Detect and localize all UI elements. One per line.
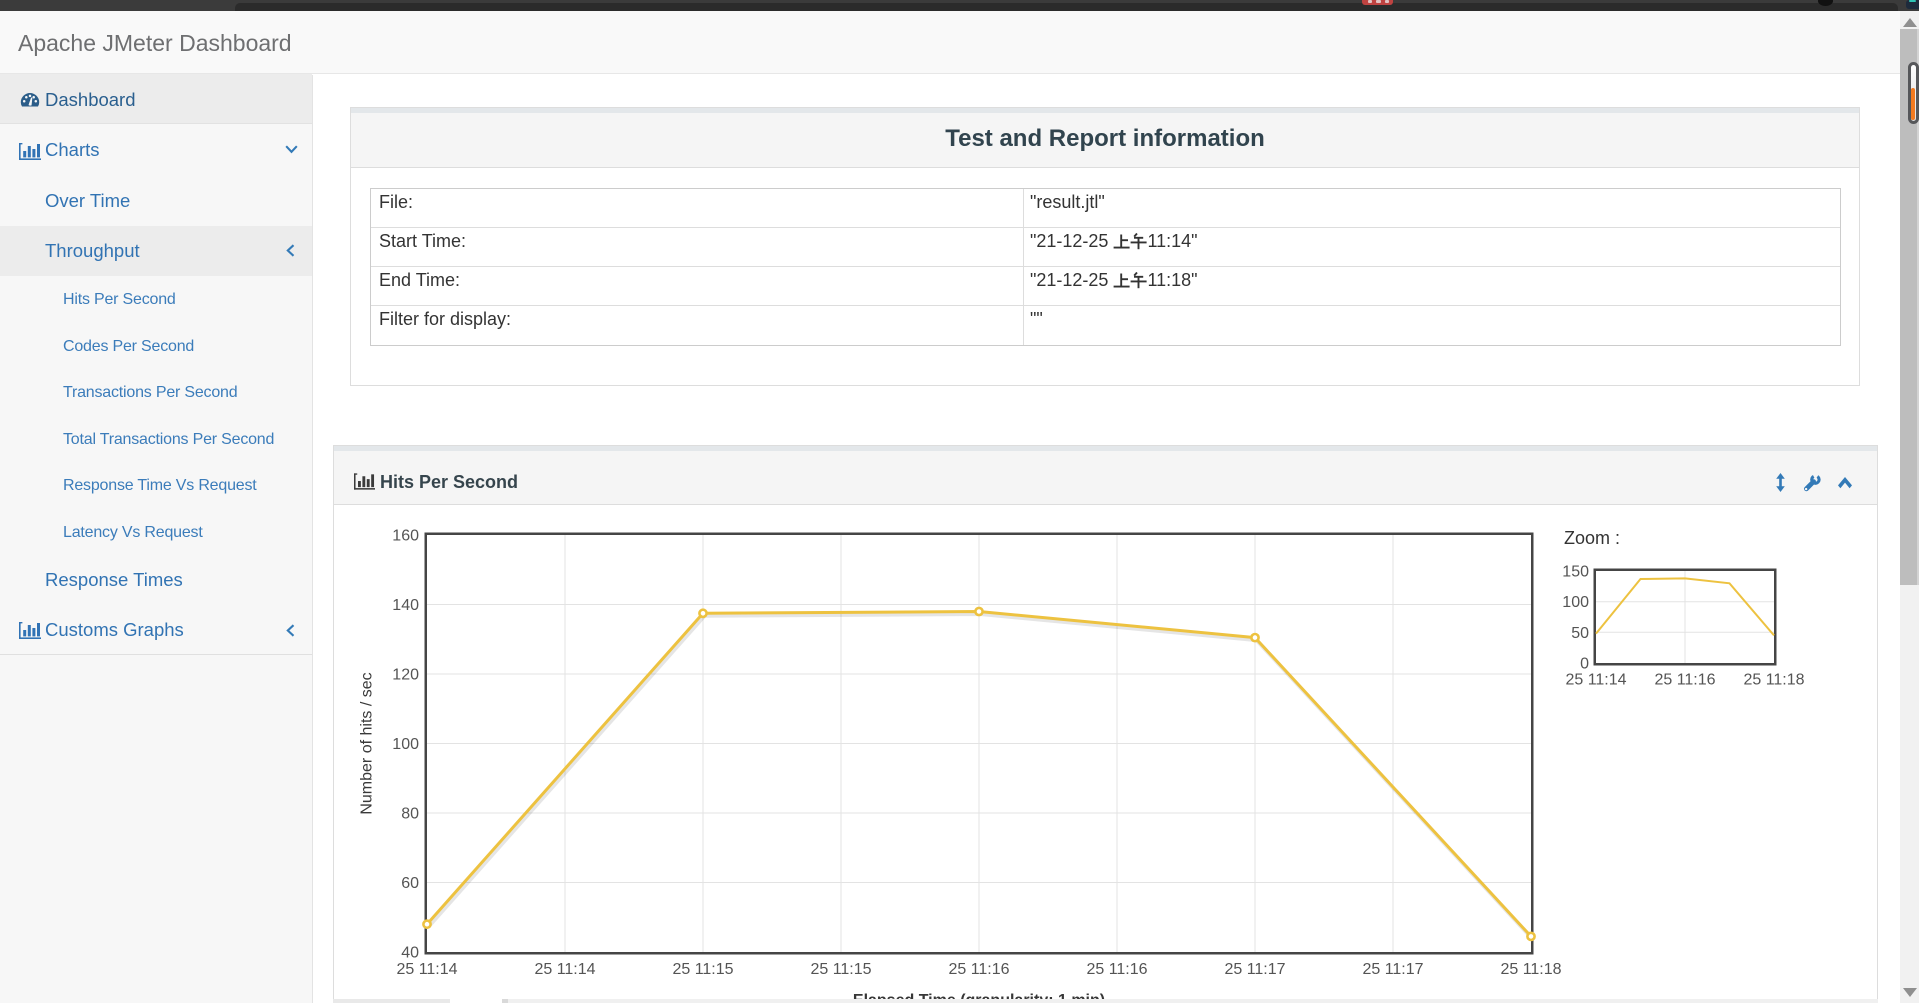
svg-text:160: 160 — [392, 528, 419, 545]
svg-text:0: 0 — [1580, 656, 1589, 673]
svg-text:Number of hits / sec: Number of hits / sec — [359, 672, 376, 814]
svg-text:40: 40 — [401, 945, 419, 962]
svg-text:Elapsed Time (granularity: 1 m: Elapsed Time (granularity: 1 min) — [853, 992, 1105, 1003]
svg-text:50: 50 — [1571, 625, 1589, 642]
svg-text:25 11:14: 25 11:14 — [1565, 672, 1626, 689]
svg-text:25 11:18: 25 11:18 — [1500, 961, 1561, 978]
svg-text:25 11:14: 25 11:14 — [396, 961, 457, 978]
svg-text:120: 120 — [392, 667, 419, 684]
svg-text:80: 80 — [401, 806, 419, 823]
svg-text:25 11:16: 25 11:16 — [1086, 961, 1147, 978]
svg-text:150: 150 — [1562, 564, 1589, 581]
svg-text:100: 100 — [392, 736, 419, 753]
svg-text:25 11:16: 25 11:16 — [948, 961, 1009, 978]
svg-text:60: 60 — [401, 875, 419, 892]
svg-text:25 11:14: 25 11:14 — [534, 961, 595, 978]
svg-text:25 11:18: 25 11:18 — [1743, 672, 1804, 689]
svg-text:25 11:16: 25 11:16 — [1654, 672, 1715, 689]
svg-text:100: 100 — [1562, 594, 1589, 611]
svg-text:25 11:17: 25 11:17 — [1224, 961, 1285, 978]
svg-text:25 11:17: 25 11:17 — [1362, 961, 1423, 978]
svg-text:140: 140 — [392, 597, 419, 614]
svg-text:25 11:15: 25 11:15 — [672, 961, 733, 978]
svg-text:Zoom :: Zoom : — [1564, 528, 1620, 548]
svg-text:25 11:15: 25 11:15 — [810, 961, 871, 978]
